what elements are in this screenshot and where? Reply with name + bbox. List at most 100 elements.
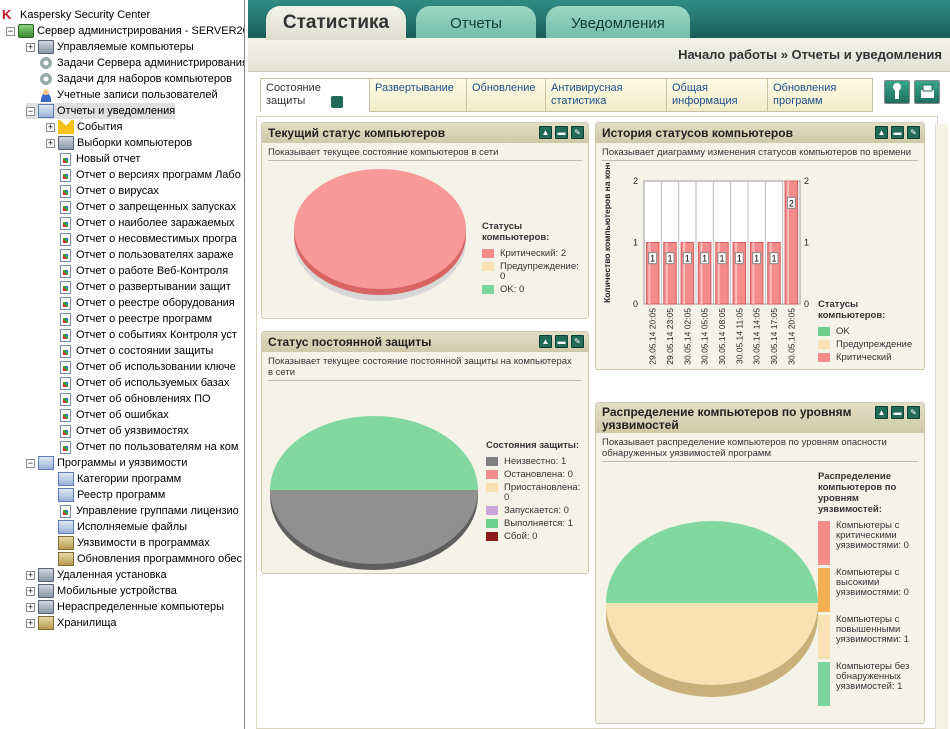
collapse-icon[interactable]: − — [6, 25, 15, 36]
tree-item[interactable]: Уязвимости в программах — [46, 535, 210, 551]
move-up-icon[interactable]: ▲ — [539, 126, 552, 139]
subtab-deployment[interactable]: Развертывание — [369, 78, 467, 112]
subtab-antivirus-stats[interactable]: Антивирусная статистика — [545, 78, 667, 112]
tree-item[interactable]: + События — [46, 119, 122, 135]
tree-item[interactable]: + Выборки компьютеров — [46, 135, 192, 151]
legend-item: Остановлена: 0 — [486, 470, 586, 480]
tree-item[interactable]: Отчет о наиболее заражаемых — [46, 215, 235, 231]
tree-item[interactable]: + Удаленная установка — [26, 567, 167, 583]
legend-label: Критический — [836, 352, 892, 363]
tree-item[interactable]: Категории программ — [46, 471, 181, 487]
tree-item[interactable]: Учетные записи пользователей — [26, 87, 218, 103]
tree-item[interactable]: Отчет о вирусах — [46, 183, 159, 199]
panel-header: Статус постоянной защиты ▲ ▬ ✎ — [262, 332, 588, 352]
panel-settings-icon[interactable]: ✎ — [571, 335, 584, 348]
tree-item[interactable]: Отчет по пользователям на ком — [46, 439, 238, 455]
configure-button[interactable] — [884, 80, 910, 104]
expand-icon[interactable]: + — [26, 585, 35, 596]
kaspersky-logo-icon: K — [2, 8, 16, 22]
bar-highlight — [683, 242, 686, 304]
tree-item[interactable]: Отчет о работе Веб-Контроля — [46, 263, 228, 279]
panel-settings-icon[interactable]: ✎ — [907, 406, 920, 419]
bar-highlight — [648, 242, 651, 304]
tree-item[interactable]: Отчет о событиях Контроля уст — [46, 327, 237, 343]
report-icon — [60, 424, 71, 438]
storage-icon — [38, 616, 54, 630]
tree-item[interactable]: Отчет об уязвимостях — [46, 423, 189, 439]
print-button[interactable] — [914, 80, 940, 104]
minimize-icon[interactable]: ▬ — [555, 335, 568, 348]
legend-item: Компьютеры с повышенными уязвимостями: 1 — [818, 615, 922, 659]
subtab-protection-status[interactable]: Состояние защиты — [260, 78, 370, 112]
data-label: 1 — [719, 254, 724, 264]
subtab-general-info[interactable]: Общая информация — [666, 78, 768, 112]
tree-item-label: Удаленная установка — [57, 569, 167, 581]
settings-icon[interactable] — [331, 96, 344, 108]
panel-settings-icon[interactable]: ✎ — [571, 126, 584, 139]
tree-item[interactable]: Задачи Сервера администрирования — [26, 55, 244, 71]
tree-item[interactable]: Отчет об ошибках — [46, 407, 169, 423]
breadcrumb[interactable]: Начало работы » Отчеты и уведомления — [678, 47, 942, 62]
panel-header: Текущий статус компьютеров ▲ ▬ ✎ — [262, 123, 588, 143]
legend-label: Предупреждение — [836, 339, 913, 350]
move-up-icon[interactable]: ▲ — [875, 126, 888, 139]
tree-item[interactable]: Отчет о запрещенных запусках — [46, 199, 236, 215]
tree-item[interactable]: Отчет о версиях программ Лабо — [46, 167, 241, 183]
tree-item[interactable]: Отчет о реестре программ — [46, 311, 212, 327]
collapse-icon[interactable]: − — [26, 105, 35, 116]
tree-item[interactable]: Отчет об использовании ключе — [46, 359, 236, 375]
tree-root[interactable]: K Kaspersky Security Center — [2, 7, 150, 23]
tab-notifications[interactable]: Уведомления — [546, 6, 690, 40]
tab-reports[interactable]: Отчеты — [416, 6, 536, 40]
expand-icon[interactable]: + — [46, 121, 55, 132]
subtab-update[interactable]: Обновление — [466, 78, 546, 112]
tree-item[interactable]: + Нераспределенные компьютеры — [26, 599, 224, 615]
tree-item[interactable]: Реестр программ — [46, 487, 165, 503]
tree-item-label: Обновления программного обес — [77, 553, 243, 565]
tree-server[interactable]: − Сервер администрирования - SERVER20 — [6, 23, 244, 39]
tree-item[interactable]: Отчет о реестре оборудования — [46, 295, 235, 311]
move-up-icon[interactable]: ▲ — [539, 335, 552, 348]
tree-item[interactable]: Задачи для наборов компьютеров — [26, 71, 232, 87]
panel-settings-icon[interactable]: ✎ — [907, 126, 920, 139]
minimize-icon[interactable]: ▬ — [891, 406, 904, 419]
minimize-icon[interactable]: ▬ — [891, 126, 904, 139]
collapse-icon[interactable]: − — [26, 457, 35, 468]
tab-statistics[interactable]: Статистика — [266, 6, 406, 40]
tree-item[interactable]: + Управляемые компьютеры — [26, 39, 194, 55]
tree-item[interactable]: Новый отчет — [46, 151, 140, 167]
tree-item[interactable]: + Мобильные устройства — [26, 583, 177, 599]
subtab-app-updates[interactable]: Обновления программ — [767, 78, 873, 112]
tree-item[interactable]: Исполняемые файлы — [46, 519, 187, 535]
update-icon — [58, 552, 74, 566]
bar-highlight — [787, 181, 790, 304]
tree-item-label: Реестр программ — [77, 489, 166, 501]
data-label: 1 — [650, 254, 655, 264]
expand-icon[interactable]: + — [26, 601, 35, 612]
vertical-scrollbar[interactable] — [935, 124, 948, 729]
expand-icon[interactable]: + — [26, 41, 35, 52]
bar — [732, 242, 747, 305]
tree-item[interactable]: Управление группами лицензио — [46, 503, 239, 519]
report-icon — [60, 360, 71, 374]
panel-title: Распределение компьютеров по уровням уяз… — [602, 405, 852, 432]
tree-item[interactable]: Отчет о несовместимых програ — [46, 231, 237, 247]
y-tick-label: 0 — [633, 299, 638, 309]
legend-label: OK — [836, 326, 850, 337]
tree-item[interactable]: Отчет о состоянии защиты — [46, 343, 213, 359]
tree-item[interactable]: Обновления программного обес — [46, 551, 242, 567]
tree-item[interactable]: Отчет об обновлениях ПО — [46, 391, 211, 407]
tree-item[interactable]: − Отчеты и уведомления — [26, 103, 176, 119]
tree-item[interactable]: − Программы и уязвимости — [26, 455, 187, 471]
expand-icon[interactable]: + — [26, 569, 35, 580]
subtab-label: Состояние защиты — [266, 82, 321, 107]
move-up-icon[interactable]: ▲ — [875, 406, 888, 419]
expand-icon[interactable]: + — [46, 137, 55, 148]
minimize-icon[interactable]: ▬ — [555, 126, 568, 139]
tree-item[interactable]: Отчет о развертывании защит — [46, 279, 231, 295]
tree-item[interactable]: Отчет об используемых базах — [46, 375, 229, 391]
expand-icon[interactable]: + — [26, 617, 35, 628]
tree-item[interactable]: Отчет о пользователях зараже — [46, 247, 233, 263]
tree-item[interactable]: + Хранилища — [26, 615, 117, 631]
subtab-label: Антивирусная статистика — [551, 82, 623, 107]
